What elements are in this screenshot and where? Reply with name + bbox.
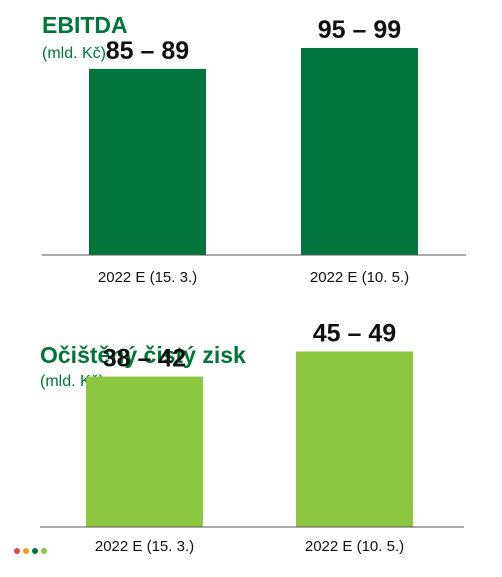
- brand-dot-2: [32, 548, 38, 554]
- adjusted-net-profit-chart-title: Očištěný čistý zisk: [40, 342, 246, 368]
- bar-1-0: [86, 376, 203, 527]
- category-label-1-1: 2022 E (10. 5.): [305, 538, 404, 555]
- category-label-0-0: 2022 E (15. 3.): [98, 269, 197, 286]
- data-label-0-1: 95 – 99: [318, 16, 401, 44]
- bar-1-1: [296, 351, 413, 527]
- brand-dots-decoration: [14, 548, 47, 554]
- category-label-0-1: 2022 E (10. 5.): [310, 269, 409, 286]
- bar-0-1: [301, 48, 418, 255]
- data-label-1-1: 45 – 49: [313, 319, 396, 347]
- data-label-0-0: 85 – 89: [106, 37, 189, 65]
- ebitda-bar-chart: 85 – 89 2022 E (15. 3.) 95 – 99 2022 E (10.…: [42, 16, 466, 286]
- brand-dot-1: [23, 548, 29, 554]
- brand-dot-0: [14, 548, 20, 554]
- category-label-1-0: 2022 E (15. 3.): [95, 538, 194, 555]
- bar-0-0: [89, 68, 206, 255]
- brand-dot-3: [41, 548, 47, 554]
- ebitda-chart-unit: (mld. Kč): [42, 45, 106, 62]
- ebitda-chart-title: EBITDA: [42, 12, 128, 38]
- data-label-1-0: 38 – 42: [103, 345, 186, 373]
